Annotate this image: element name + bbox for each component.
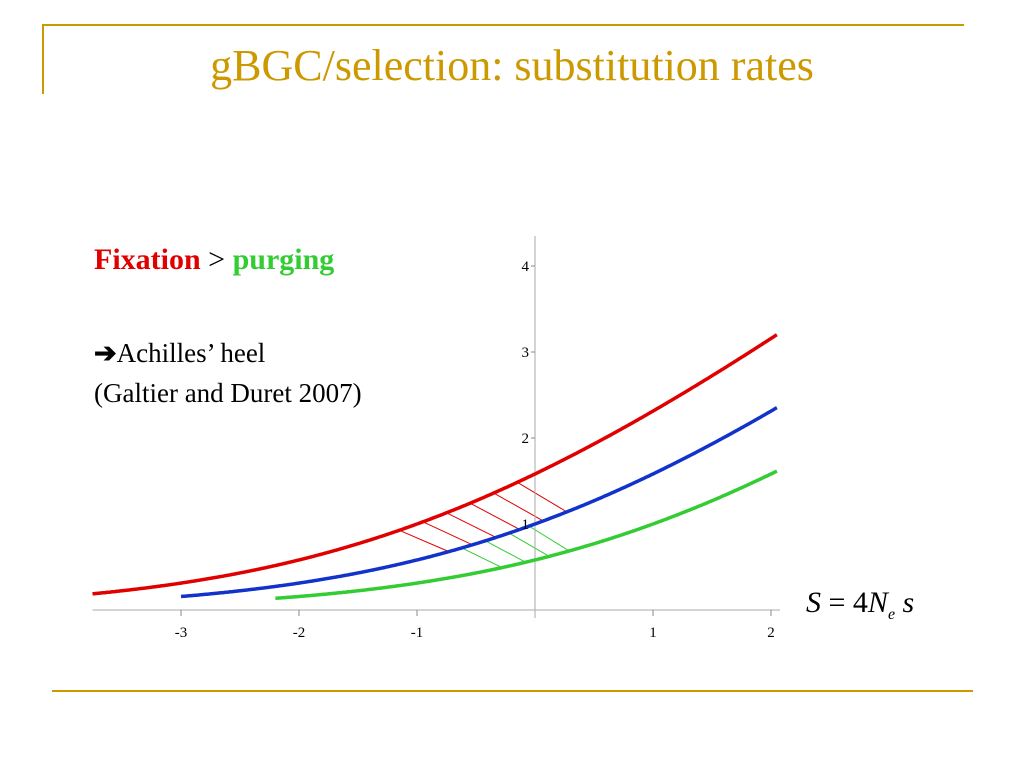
citation: (Galtier and Duret 2007): [94, 378, 362, 408]
y-tick-label: 2: [522, 431, 530, 447]
x-tick-label: -3: [175, 625, 188, 641]
hatch-red-line: [517, 481, 568, 513]
y-tick-label: 4: [522, 259, 530, 275]
right-arrow-icon: ➔: [94, 338, 117, 368]
headline-fixation: Fixation: [94, 243, 201, 276]
x-tick-label: 1: [649, 625, 657, 641]
x-tick-label: 2: [767, 625, 775, 641]
axis-layer: [92, 236, 780, 618]
curve-layer: [91, 333, 778, 601]
formula-coef: 4: [852, 586, 868, 619]
bullet-point: ➔Achilles’ heel: [94, 336, 265, 370]
frame-bottom-line: [52, 690, 973, 692]
formula-var: N: [867, 586, 888, 619]
hatch-red-line: [446, 512, 497, 538]
formula-sub: e: [887, 606, 896, 623]
formula-equals: =: [828, 586, 846, 619]
frame-top-line: [42, 24, 964, 26]
hatch-green-line: [485, 540, 526, 563]
series-green-line: [274, 469, 778, 601]
hatch-red-line: [493, 492, 544, 522]
tick-label-layer: -3 -2 -1 1 2 1 2 3 4: [175, 259, 775, 641]
hatch-red-line: [422, 521, 473, 546]
formula: S = 4Ne s: [806, 586, 914, 624]
formula-rhs: s: [902, 586, 915, 619]
y-tick-label: 1: [522, 517, 530, 533]
x-tick-label: -2: [293, 625, 306, 641]
slide-title: gBGC/selection: substitution rates: [210, 41, 814, 90]
hatch-layer: [399, 481, 570, 569]
hatch-green-line: [461, 547, 503, 569]
y-tick-label: 3: [522, 345, 530, 361]
headline: Fixation > purging: [94, 240, 334, 280]
series-red-line: [91, 333, 778, 596]
headline-separator: >: [208, 243, 226, 276]
series-blue-line: [180, 406, 778, 599]
bullet-text: Achilles’ heel: [116, 338, 266, 368]
hatch-green-line: [528, 525, 570, 552]
formula-lhs: S: [806, 586, 821, 619]
x-tick-label: -1: [411, 625, 424, 641]
hatch-red-line: [399, 529, 450, 553]
hatch-red-line: [469, 502, 520, 530]
hatch-green-line: [508, 532, 550, 557]
headline-purging: purging: [232, 243, 335, 276]
frame-left-line: [42, 24, 44, 94]
